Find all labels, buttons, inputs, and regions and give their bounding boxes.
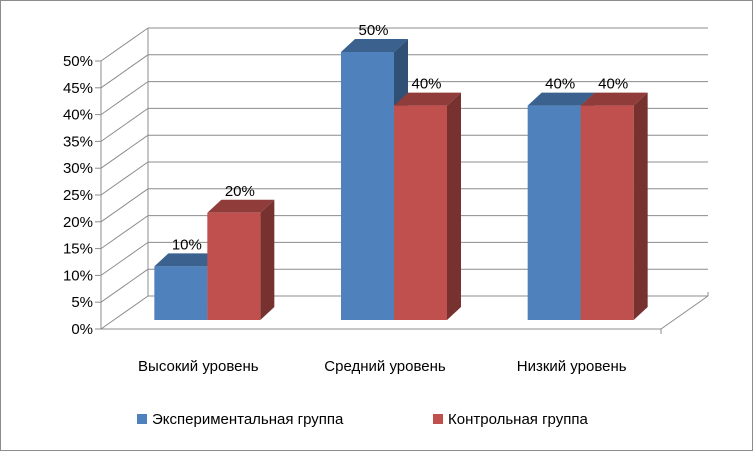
legend-swatch [137,414,147,424]
gridline-side [101,108,148,141]
gridline-side [101,269,148,302]
data-label: 10% [172,236,202,253]
y-tick-label: 50% [63,53,93,70]
y-tick-label: 25% [63,187,93,204]
gridline-side [101,55,148,88]
legend-item: Контрольная группа [433,411,588,428]
y-tick-label: 0% [71,321,93,338]
bar [581,93,648,320]
legend-label: Контрольная группа [448,411,588,428]
bar-front [394,106,447,320]
legend: Экспериментальная группа Контрольная груп… [137,411,588,428]
y-tick-label: 30% [63,160,93,177]
y-tick-label: 40% [63,107,93,124]
bar-side [447,93,461,320]
data-label: 40% [545,76,575,93]
data-label: 40% [411,76,441,93]
bar-side [634,93,648,320]
y-tick-label: 45% [63,80,93,97]
category-label: Высокий уровень [138,358,259,375]
bar-front [154,266,207,320]
y-tick-label: 10% [63,267,93,284]
y-tick-label: 5% [71,294,93,311]
bar-front [341,52,394,320]
y-tick-label: 15% [63,241,93,258]
gridline-side [101,135,148,168]
data-label: 20% [225,183,255,200]
gridline-side [101,242,148,275]
bar [394,93,461,320]
data-label: 40% [598,76,628,93]
data-label: 50% [358,22,388,39]
gridline-side [101,28,148,61]
category-label: Средний уровень [324,358,446,375]
category-labels: Высокий уровень Средний уровень Низкий уро… [138,358,627,375]
gridline-side [101,216,148,249]
legend-label: Экспериментальная группа [152,411,344,428]
bar-side [260,200,274,320]
legend-item: Экспериментальная группа [137,411,344,428]
gridline-side [101,296,148,329]
y-tick-label: 20% [63,214,93,231]
y-axis-ticks: 0% 5% 10% 15% 20% 25% 30% 35% 40% 45% 50% [63,53,101,338]
gridline-side [101,162,148,195]
y-tick-label: 35% [63,133,93,150]
category-label: Низкий уровень [517,358,627,375]
gridline-side [101,189,148,222]
bar-front [207,213,260,320]
bar-front [581,106,634,320]
bar-front [528,106,581,320]
gridline-side [101,82,148,115]
bar [207,200,274,320]
legend-swatch [433,414,443,424]
